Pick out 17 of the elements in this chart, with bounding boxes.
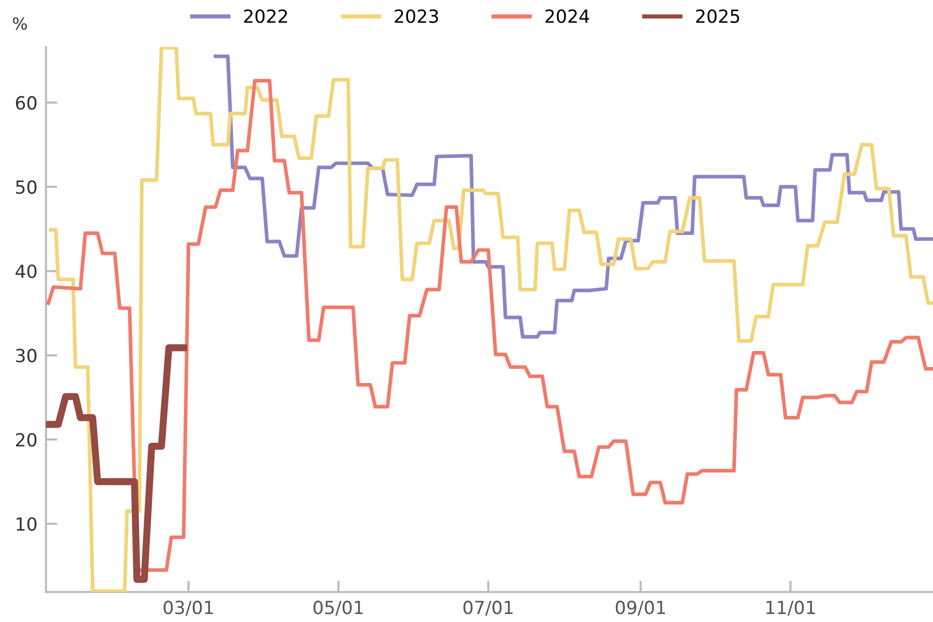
legend-label: 2024: [545, 9, 590, 24]
x-tick-label: 07/01: [463, 600, 513, 616]
x-tick-label: 09/01: [616, 600, 665, 616]
y-tick-label: 30: [16, 348, 36, 362]
legend-label: 2025: [696, 9, 740, 24]
legend-label: 2023: [394, 9, 438, 24]
y-tick-label: 40: [16, 264, 36, 278]
x-tick-label: 03/01: [164, 600, 213, 616]
y-tick-label: 50: [16, 180, 36, 194]
y-tick-label: 60: [16, 96, 36, 110]
y-tick-label: 20: [16, 432, 36, 447]
x-tick-label: 05/01: [314, 600, 363, 616]
y-tick-label: 10: [16, 517, 36, 531]
line-series: [214, 54, 933, 339]
y-axis-title: %: [12, 17, 27, 30]
legend-label: 2022: [244, 9, 287, 24]
x-tick-label: 11/01: [766, 600, 815, 616]
